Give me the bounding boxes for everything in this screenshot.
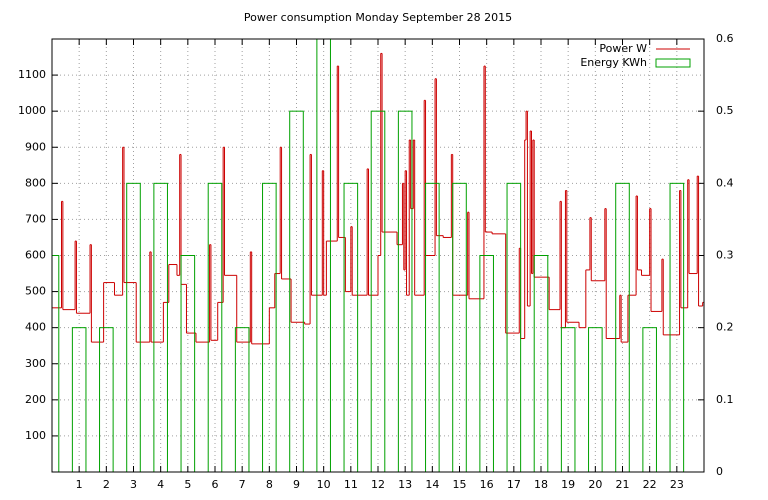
x-tick-label: 10 xyxy=(317,478,331,491)
x-tick-label: 23 xyxy=(670,478,684,491)
y-tick-label: 1000 xyxy=(18,104,46,117)
energy-box xyxy=(316,39,331,472)
x-tick-label: 16 xyxy=(480,478,494,491)
energy-box xyxy=(533,255,549,472)
y-tick-label: 1100 xyxy=(18,68,46,81)
x-tick-label: 11 xyxy=(344,478,358,491)
x-tick-label: 19 xyxy=(561,478,575,491)
y2-tick-label: 0.6 xyxy=(716,32,734,45)
y2-tick-label: 0 xyxy=(716,465,723,478)
y-tick-label: 400 xyxy=(25,321,46,334)
energy-box xyxy=(289,110,304,472)
x-tick-label: 14 xyxy=(425,478,439,491)
y2-tick-label: 0.1 xyxy=(716,393,734,406)
y2-tick-label: 0.3 xyxy=(716,249,734,262)
energy-box xyxy=(479,255,494,472)
x-tick-label: 8 xyxy=(266,478,273,491)
y2-tick-label: 0.2 xyxy=(716,321,734,334)
energy-box xyxy=(180,255,196,472)
x-tick-label: 13 xyxy=(398,478,412,491)
x-tick-label: 17 xyxy=(507,478,521,491)
y-tick-label: 300 xyxy=(25,357,46,370)
y2-tick-label: 0.5 xyxy=(716,104,734,117)
plot-border xyxy=(51,38,705,473)
x-tick-label: 22 xyxy=(643,478,657,491)
x-tick-label: 5 xyxy=(184,478,191,491)
energy-box xyxy=(370,110,386,472)
x-tick-label: 12 xyxy=(371,478,385,491)
y-tick-label: 800 xyxy=(25,176,46,189)
legend-label: Energy KWh xyxy=(580,56,647,69)
y-tick-label: 600 xyxy=(25,249,46,262)
y-tick-label: 100 xyxy=(25,429,46,442)
x-tick-label: 3 xyxy=(130,478,137,491)
x-tick-label: 2 xyxy=(103,478,110,491)
x-tick-label: 20 xyxy=(588,478,602,491)
x-tick-label: 15 xyxy=(453,478,467,491)
power-step-risers xyxy=(61,53,704,344)
x-tick-label: 21 xyxy=(616,478,630,491)
y-tick-label: 700 xyxy=(25,212,46,225)
legend-label: Power W xyxy=(599,42,647,55)
energy-box xyxy=(397,110,413,472)
y-tick-label: 200 xyxy=(25,393,46,406)
x-tick-label: 1 xyxy=(76,478,83,491)
legend-swatch xyxy=(655,58,691,68)
x-tick-label: 6 xyxy=(212,478,219,491)
y-tick-label: 900 xyxy=(25,140,46,153)
energy-box xyxy=(52,255,60,472)
x-tick-label: 9 xyxy=(293,478,300,491)
y-tick-label: 500 xyxy=(25,285,46,298)
x-tick-label: 18 xyxy=(534,478,548,491)
y2-tick-label: 0.4 xyxy=(716,176,734,189)
x-tick-label: 7 xyxy=(239,478,246,491)
chart-title: Power consumption Monday September 28 20… xyxy=(244,11,512,24)
x-tick-label: 4 xyxy=(157,478,164,491)
